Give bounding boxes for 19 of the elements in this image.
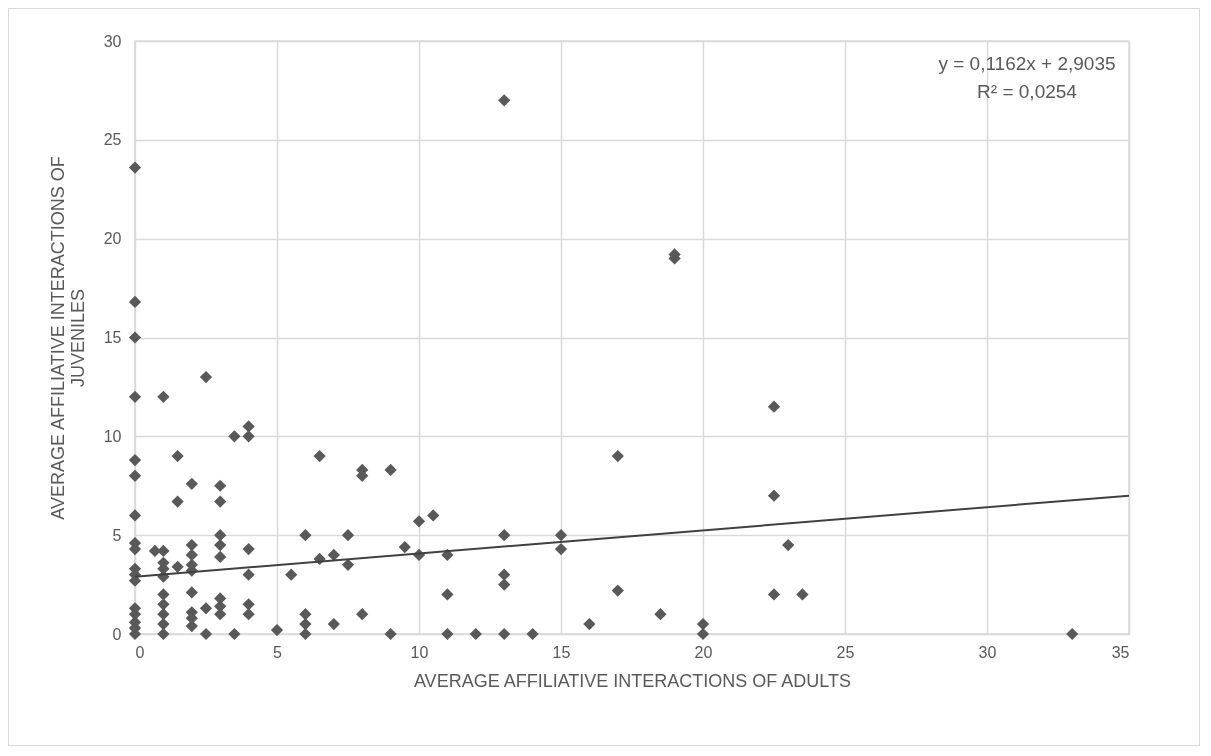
annotation: R² = 0,0254 xyxy=(977,81,1078,102)
x-tick-label: 25 xyxy=(836,643,855,661)
x-tick-label: 0 xyxy=(135,643,145,661)
x-tick-label: 30 xyxy=(978,643,997,661)
y-tick-label: 25 xyxy=(103,131,122,149)
x-axis-title: AVERAGE AFFILIATIVE INTERACTIONS OF ADULTS xyxy=(413,670,852,691)
y-tick-label: 0 xyxy=(112,625,122,643)
y-tick-label: 15 xyxy=(103,329,122,346)
y-tick-label: 5 xyxy=(112,526,122,544)
y-tick-label: 20 xyxy=(103,230,122,248)
x-tick-label: 20 xyxy=(694,643,713,661)
x-tick-label: 35 xyxy=(1111,643,1130,661)
y-tick-label: 10 xyxy=(103,427,122,445)
annotation: y = 0,1162x + 2,9035 xyxy=(938,53,1116,74)
y-tick-label: 30 xyxy=(103,32,122,50)
y-axis-title: AVERAGE AFFILIATIVE INTERACTIONS OF JUVENILES xyxy=(47,156,88,520)
x-tick-label: 10 xyxy=(410,643,429,661)
x-tick-label: 15 xyxy=(552,643,571,661)
x-tick-label: 5 xyxy=(273,643,283,661)
